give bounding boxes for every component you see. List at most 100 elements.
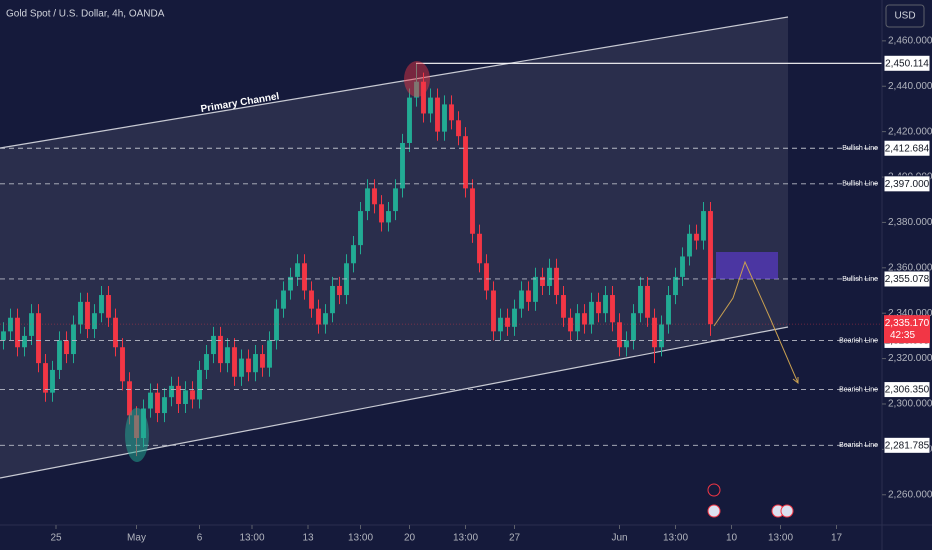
candle-body [519,290,524,309]
level-label: 2,355.078 [885,274,930,285]
level-name: Bullish Line [842,276,878,283]
candle-body [428,97,433,114]
last-price-box [884,315,930,344]
chart-title: Gold Spot / U.S. Dollar, 4h, OANDA [6,9,165,20]
candle-body [148,392,153,409]
projection [713,260,799,384]
candle-body [43,363,48,393]
candle-body [351,245,356,264]
candle-body [540,276,545,286]
candle-body [491,290,496,332]
candle-body [267,340,272,368]
axes: 2,260.0002,280.0002,300.0002,320.0002,34… [50,35,932,543]
candle-body [610,295,615,323]
candle-body [309,290,314,309]
candle-body [470,188,475,234]
x-tick-label: 10 [726,533,738,544]
candle-body [22,335,27,348]
candle-body [204,354,209,370]
currency[interactable]: USD [894,11,915,22]
candle-body [526,290,531,302]
candle-body [463,136,468,189]
candle-body [596,301,601,314]
y-tick-label: 2,300.000 [888,399,932,410]
y-tick-label: 2,420.000 [888,126,932,137]
candle-body [442,104,447,132]
candle-body [701,211,706,241]
candle-body [281,290,286,309]
candle-body [421,81,426,114]
event-icon [780,504,794,518]
candle-body [372,188,377,205]
candle-body [50,369,55,393]
candle-body [57,340,62,370]
bottom-marker [125,408,149,462]
candle-body [484,263,489,291]
candle-body [498,317,503,332]
candle-body [64,340,69,355]
candle-body [323,313,328,325]
candle-body [330,285,335,314]
candle-body [232,347,237,377]
candle-body [169,385,174,398]
candle-body [638,285,643,314]
level-box [883,270,931,288]
candle-body [505,317,510,327]
candle-body [106,295,111,318]
candle-body [183,390,188,404]
projection-arrow [792,377,799,385]
candle-body [673,276,678,296]
candle-body [477,233,482,264]
candle-body [456,120,461,137]
candle-body [218,335,223,364]
y-tick-label: 2,260.000 [888,489,932,500]
x-tick-label: 20 [404,533,416,544]
level-name: Bearish Line [839,337,878,344]
candle-body [694,233,699,241]
candle-body [295,263,300,277]
x-tick-label: 13 [302,533,314,544]
last-price-label: 2,335.170 [885,318,930,329]
candle-body [414,81,419,98]
level-name: Bearish Line [839,386,878,393]
candle-body [575,313,580,332]
x-tick-label: 13:00 [663,533,688,544]
candle-body [36,313,41,364]
candle-body [120,347,125,382]
candle-body [379,204,384,223]
candle-body [302,263,307,291]
candle-body [407,97,412,143]
level-name: Bullish Line [842,145,878,152]
candle-body [316,308,321,325]
candle-body [99,295,104,314]
candle-body [29,313,34,336]
level-box [883,381,931,399]
candle-body [190,390,195,400]
candle-body [400,142,405,189]
candle-body [393,188,398,212]
candle-body [1,331,6,341]
candle-body [533,276,538,302]
currency-button[interactable] [885,4,925,28]
candle-body [386,211,391,223]
countdown: 42:35 [890,330,915,341]
level-name: Bullish Line [842,181,878,188]
candle-body [246,358,251,373]
x-tick-label: 17 [831,533,843,544]
candle-body [78,301,83,325]
candle-body [127,381,132,416]
x-tick-label: 6 [197,533,203,544]
candle-body [645,285,650,318]
channel-fill [0,17,788,478]
candle-body [8,317,13,332]
y-tick-label: 2,380.000 [888,217,932,228]
candle-body [365,188,370,212]
candle-body [197,369,202,400]
level-box [883,54,931,72]
x-tick-label: 13:00 [453,533,478,544]
x-tick-label: 25 [50,533,62,544]
candle-body [435,97,440,132]
candle-body [358,211,363,246]
candle-body [687,233,692,257]
